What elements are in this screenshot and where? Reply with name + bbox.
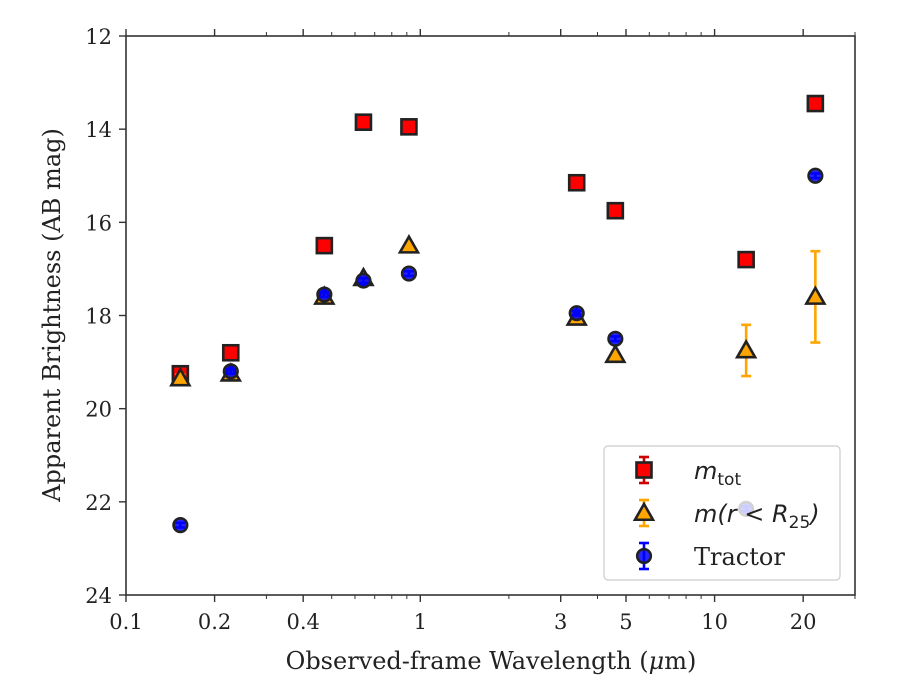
plot-area [125, 35, 856, 596]
point-mtot-4 [400, 118, 418, 136]
legend-box [603, 445, 841, 581]
y-tick-label-2: 16 [85, 211, 112, 235]
legend: mtot m(r < R25) Tractor [603, 445, 841, 581]
point-tractor-8 [807, 167, 824, 184]
point-tractor-1 [222, 363, 239, 380]
y-axis-label: Apparent Brightness (AB mag) [38, 128, 66, 503]
point-tractor-3 [355, 272, 372, 289]
point-tractor-6 [607, 330, 624, 347]
point-mr25-6 [604, 343, 627, 364]
point-tractor-5 [568, 305, 585, 322]
y-tick-label-0: 12 [85, 25, 112, 49]
x-tick-label-7: 20 [790, 610, 817, 634]
x-tick-label-2: 0.4 [286, 610, 319, 634]
x-axis-label: Observed-frame Wavelength (μm) [286, 647, 697, 675]
legend-marker-mtot [635, 461, 653, 479]
x-axis-label-prefix: Observed-frame Wavelength ( [286, 647, 649, 675]
y-tick-label-4: 20 [85, 398, 112, 422]
point-mtot-1 [221, 343, 240, 362]
x-tick-label-0: 0.1 [109, 610, 142, 634]
x-tick-label-4: 3 [554, 610, 567, 634]
legend-label-sub-mtot: tot [717, 470, 741, 490]
point-tractor-4 [400, 265, 418, 282]
point-tractor-0 [172, 517, 189, 534]
x-tick-label-6: 10 [701, 610, 728, 634]
x-axis-label-mu: μ [649, 647, 665, 675]
point-mtot-5 [567, 173, 586, 192]
y-tick-label-6: 24 [85, 584, 112, 608]
y-axis: 12 14 16 18 20 22 24 [85, 25, 126, 608]
x-tick-label-1: 0.2 [198, 610, 231, 634]
legend-marker-tractor [635, 547, 653, 565]
legend-label-main-mr25: m(r < R [694, 500, 789, 528]
x-tick-label-5: 5 [619, 610, 632, 634]
legend-label-mtot: mtot [694, 457, 741, 490]
legend-label-sub-mr25: 25 [789, 513, 811, 533]
legend-label-main-mtot: m [694, 457, 717, 485]
series-mr25 [169, 234, 827, 387]
point-mtot-8 [806, 94, 825, 113]
y-tick-label-5: 22 [85, 491, 112, 515]
legend-label-tractor: Tractor [694, 543, 785, 571]
y-tick-label-3: 18 [85, 305, 112, 329]
point-mtot-3 [354, 113, 373, 131]
x-tick-label-3: 1 [414, 610, 427, 634]
x-axis: 0.1 0.2 0.4 1 3 5 10 20 [109, 29, 856, 634]
legend-marker-mr25 [632, 501, 656, 522]
point-tractor-2 [316, 286, 333, 303]
point-mr25-0 [169, 366, 192, 387]
point-mr25-4 [397, 234, 421, 254]
series-mtot [171, 94, 825, 383]
y-tick-label-1: 14 [85, 118, 112, 142]
legend-label-mr25: m(r < R25) [694, 500, 820, 533]
point-mr25-8 [804, 285, 827, 305]
point-mr25-7 [734, 338, 758, 359]
x-axis-label-suffix: m) [664, 647, 696, 675]
point-mtot-6 [606, 201, 625, 220]
point-mtot-7 [737, 250, 755, 269]
point-mtot-2 [315, 236, 334, 255]
legend-label-close-mr25: ) [808, 500, 819, 528]
